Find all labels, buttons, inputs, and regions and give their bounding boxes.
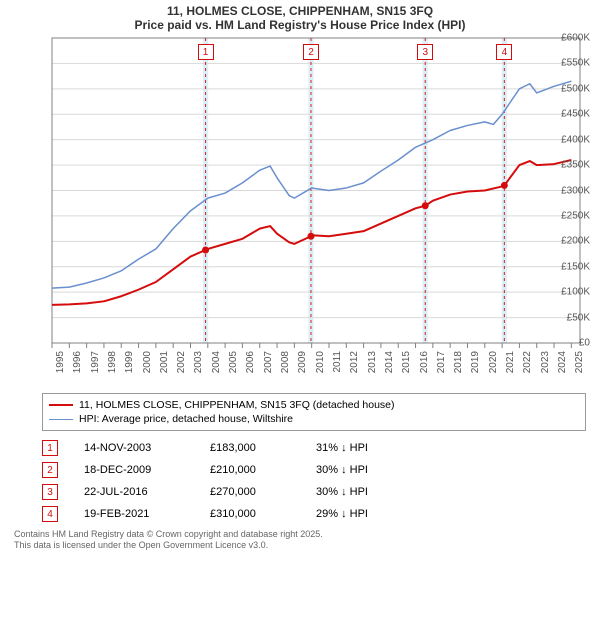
sale-marker: 4 xyxy=(42,506,58,522)
sale-delta: 30% ↓ HPI xyxy=(316,464,406,476)
sale-row: 4 19-FEB-2021 £310,000 29% ↓ HPI xyxy=(42,503,586,525)
sale-price: £210,000 xyxy=(210,464,290,476)
x-tick-label: 2006 xyxy=(245,351,256,373)
x-tick-label: 2023 xyxy=(540,351,551,373)
event-marker: 2 xyxy=(303,44,319,60)
x-tick-label: 2013 xyxy=(367,351,378,373)
y-tick-label: £50K xyxy=(552,312,590,323)
sale-marker: 2 xyxy=(42,462,58,478)
y-tick-label: £350K xyxy=(552,160,590,171)
footer-line-1: Contains HM Land Registry data © Crown c… xyxy=(14,529,586,540)
x-tick-label: 2022 xyxy=(522,351,533,373)
event-marker: 3 xyxy=(417,44,433,60)
x-tick-label: 2012 xyxy=(349,351,360,373)
x-tick-label: 2015 xyxy=(401,351,412,373)
y-tick-label: £600K xyxy=(552,33,590,44)
sale-marker: 3 xyxy=(42,484,58,500)
y-tick-label: £500K xyxy=(552,83,590,94)
sale-price: £183,000 xyxy=(210,442,290,454)
y-tick-label: £150K xyxy=(552,261,590,272)
x-tick-label: 2020 xyxy=(488,351,499,373)
x-tick-label: 2021 xyxy=(505,351,516,373)
sale-date: 19-FEB-2021 xyxy=(84,508,184,520)
x-tick-label: 2024 xyxy=(557,351,568,373)
y-tick-label: £200K xyxy=(552,236,590,247)
legend-swatch-paid xyxy=(49,404,73,406)
footer-attribution: Contains HM Land Registry data © Crown c… xyxy=(14,529,586,551)
x-tick-label: 2011 xyxy=(332,351,343,373)
y-tick-label: £550K xyxy=(552,58,590,69)
legend: 11, HOLMES CLOSE, CHIPPENHAM, SN15 3FQ (… xyxy=(42,393,586,431)
title-line-2: Price paid vs. HM Land Registry's House … xyxy=(0,18,600,32)
y-tick-label: £0 xyxy=(552,338,590,349)
sale-price: £310,000 xyxy=(210,508,290,520)
sale-row: 3 22-JUL-2016 £270,000 30% ↓ HPI xyxy=(42,481,586,503)
y-tick-label: £450K xyxy=(552,109,590,120)
x-tick-label: 2025 xyxy=(574,351,585,373)
x-tick-label: 2008 xyxy=(280,351,291,373)
chart-title-block: 11, HOLMES CLOSE, CHIPPENHAM, SN15 3FQ P… xyxy=(0,0,600,32)
x-tick-label: 2018 xyxy=(453,351,464,373)
sale-row: 2 18-DEC-2009 £210,000 30% ↓ HPI xyxy=(42,459,586,481)
legend-label-paid: 11, HOLMES CLOSE, CHIPPENHAM, SN15 3FQ (… xyxy=(79,399,395,411)
legend-swatch-hpi xyxy=(49,419,73,420)
y-tick-label: £250K xyxy=(552,210,590,221)
legend-row-hpi: HPI: Average price, detached house, Wilt… xyxy=(49,412,579,426)
sale-date: 14-NOV-2003 xyxy=(84,442,184,454)
x-tick-label: 2000 xyxy=(142,351,153,373)
x-tick-label: 2019 xyxy=(470,351,481,373)
legend-row-paid: 11, HOLMES CLOSE, CHIPPENHAM, SN15 3FQ (… xyxy=(49,398,579,412)
x-tick-label: 2005 xyxy=(228,351,239,373)
price-chart: £0 £50K £100K £150K £200K £250K £300K £350K £400… xyxy=(10,32,590,387)
sale-row: 1 14-NOV-2003 £183,000 31% ↓ HPI xyxy=(42,437,586,459)
sale-marker: 1 xyxy=(42,440,58,456)
sale-date: 18-DEC-2009 xyxy=(84,464,184,476)
event-marker: 1 xyxy=(198,44,214,60)
sales-table: 1 14-NOV-2003 £183,000 31% ↓ HPI 2 18-DEC-200… xyxy=(42,437,586,525)
footer-line-2: This data is licensed under the Open Gov… xyxy=(14,540,586,551)
sale-delta: 31% ↓ HPI xyxy=(316,442,406,454)
x-tick-label: 2016 xyxy=(419,351,430,373)
x-tick-label: 2003 xyxy=(193,351,204,373)
title-line-1: 11, HOLMES CLOSE, CHIPPENHAM, SN15 3FQ xyxy=(0,4,600,18)
event-marker: 4 xyxy=(496,44,512,60)
x-tick-label: 2014 xyxy=(384,351,395,373)
y-tick-label: £400K xyxy=(552,134,590,145)
legend-label-hpi: HPI: Average price, detached house, Wilt… xyxy=(79,413,293,425)
sale-delta: 30% ↓ HPI xyxy=(316,486,406,498)
x-tick-label: 2001 xyxy=(159,351,170,373)
x-tick-label: 1995 xyxy=(55,351,66,373)
x-tick-label: 1997 xyxy=(90,351,101,373)
x-tick-label: 1999 xyxy=(124,351,135,373)
x-tick-label: 2004 xyxy=(211,351,222,373)
x-tick-label: 2010 xyxy=(315,351,326,373)
x-tick-label: 2002 xyxy=(176,351,187,373)
sale-delta: 29% ↓ HPI xyxy=(316,508,406,520)
x-tick-label: 2009 xyxy=(297,351,308,373)
x-tick-label: 1998 xyxy=(107,351,118,373)
x-tick-label: 2007 xyxy=(263,351,274,373)
sale-price: £270,000 xyxy=(210,486,290,498)
x-tick-label: 2017 xyxy=(436,351,447,373)
y-tick-label: £100K xyxy=(552,287,590,298)
y-tick-label: £300K xyxy=(552,185,590,196)
sale-date: 22-JUL-2016 xyxy=(84,486,184,498)
x-tick-label: 1996 xyxy=(72,351,83,373)
